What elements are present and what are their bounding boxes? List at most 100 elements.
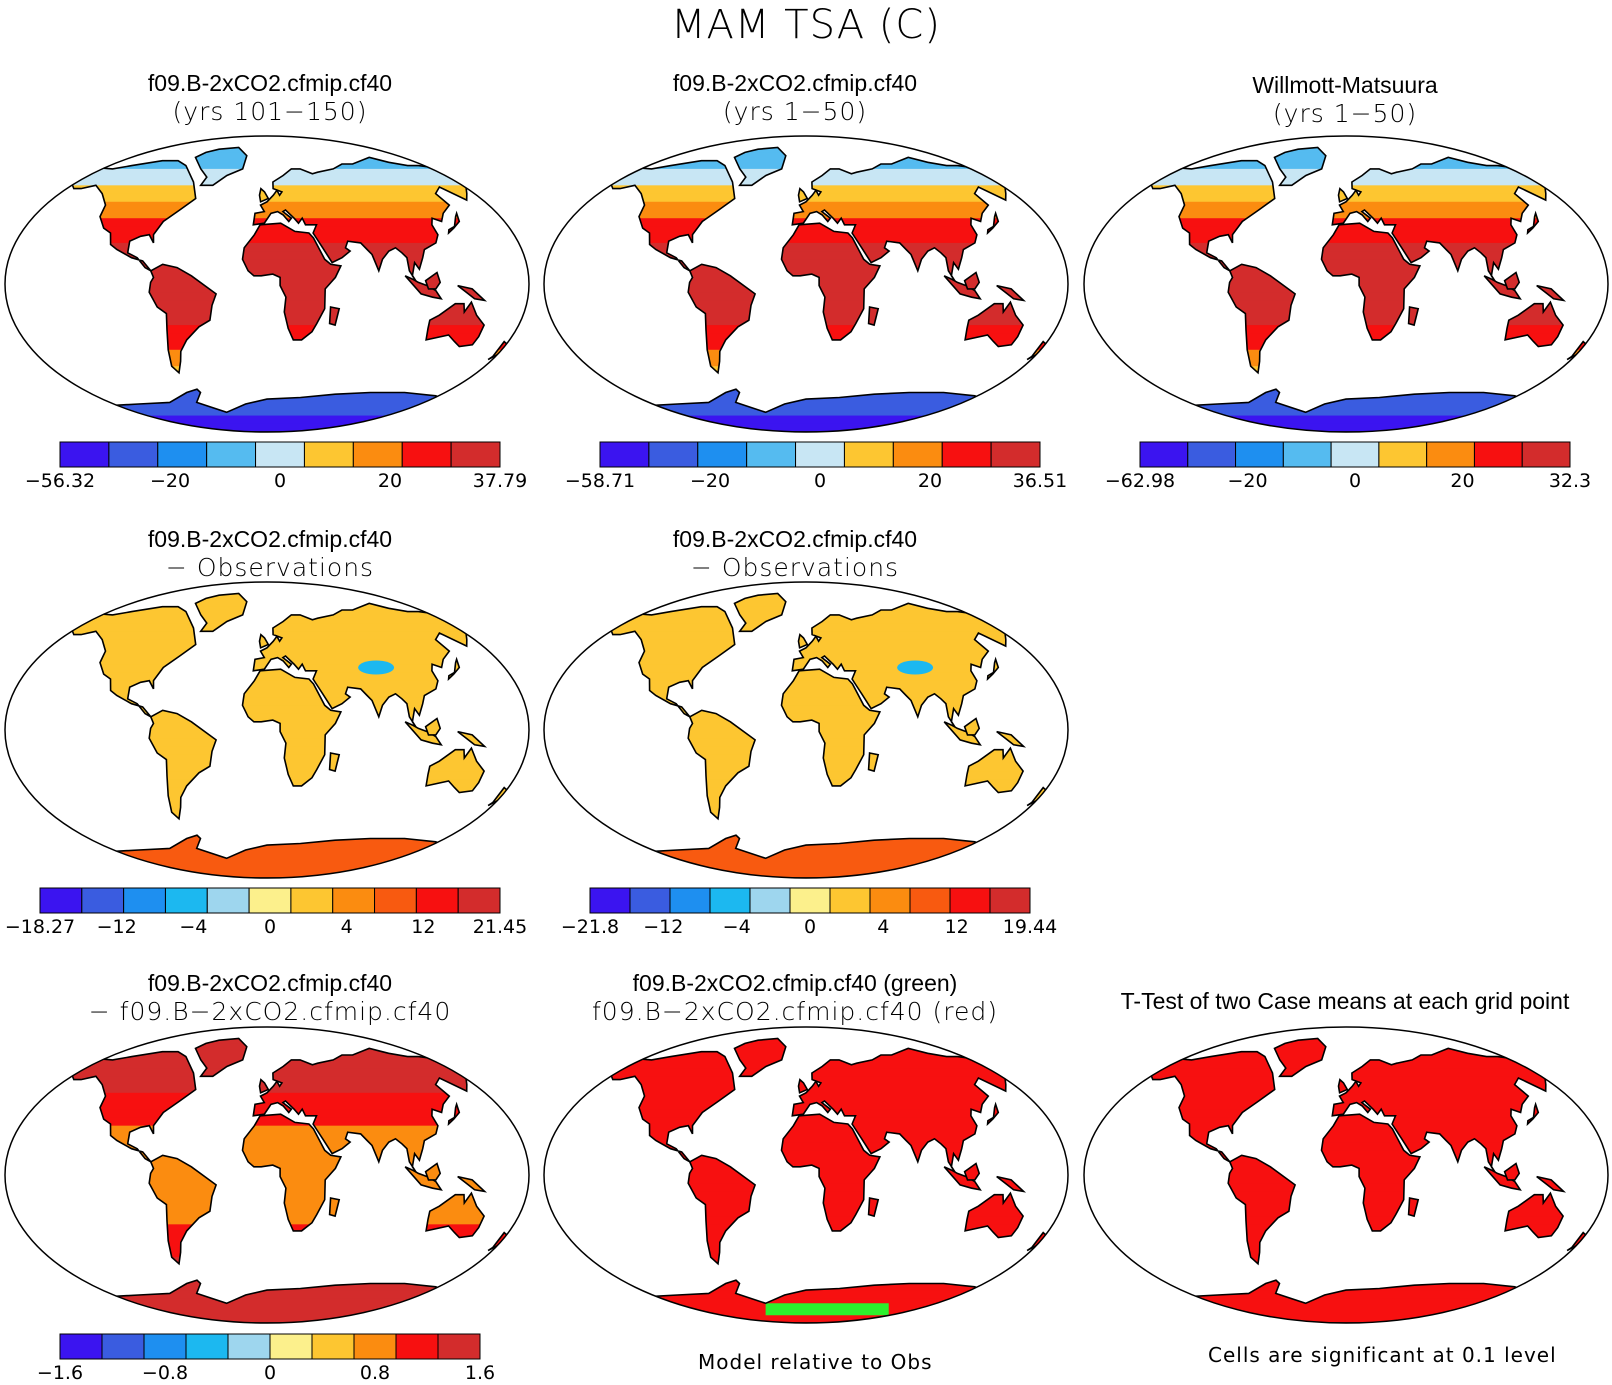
map-panel-5: [543, 581, 1069, 879]
colorbar-swatch: [1235, 441, 1284, 468]
map-panel-7: [543, 1026, 1069, 1324]
colorbar-panel-2: −58.71 −20 0 20 36.51: [565, 441, 1067, 492]
colorbar-swatch: [157, 441, 208, 468]
map-panel-3: [1083, 135, 1609, 433]
colorbar-swatch: [989, 887, 1031, 914]
colorbar-swatch: [395, 1333, 439, 1360]
colorbar-panel-1: −56.32 −20 0 20 37.79: [25, 441, 527, 492]
colorbar-swatch: [437, 1333, 481, 1360]
panel-title-8: T-Test of two Case means at each grid po…: [1078, 990, 1612, 1013]
map-border: [4, 581, 530, 879]
colorbar-swatch: [353, 1333, 397, 1360]
colorbar-swatch: [697, 441, 748, 468]
colorbar-tick-label: 4: [877, 916, 889, 938]
map-panel-2: [543, 135, 1069, 433]
colorbar-swatch: [401, 441, 452, 468]
colorbar-tick-label: 20: [378, 470, 402, 492]
panel-title-6: f09.B-2xCO2.cfmip.cf40 − f09.B−2xCO2.cfm…: [10, 970, 530, 1025]
colorbar-swatch: [227, 1333, 271, 1360]
colorbar-swatch: [1139, 441, 1189, 468]
colorbar-swatch: [39, 887, 83, 914]
colorbar-swatch: [843, 441, 894, 468]
colorbar-tick-label: −4: [179, 916, 207, 938]
colorbar-tick-label: −20: [150, 470, 190, 492]
colorbar-swatch: [990, 441, 1041, 468]
colorbar-swatch: [589, 887, 631, 914]
colorbar-swatch: [869, 887, 911, 914]
panel-title-line1: T-Test of two Case means at each grid po…: [1120, 988, 1570, 1014]
colorbar-tick-label: 0: [804, 916, 816, 938]
map-border: [4, 135, 530, 433]
colorbar-tick-label: 0: [264, 1362, 276, 1384]
colorbar-swatch: [59, 441, 110, 468]
significance-note: Cells are significant at 0.1 level: [1208, 1343, 1557, 1367]
land-africa: [1321, 223, 1420, 340]
colorbar-swatch: [415, 887, 459, 914]
land-africa: [1321, 1114, 1420, 1231]
colorbar-swatch: [795, 441, 845, 468]
colorbar-tick-label: −21.8: [561, 916, 619, 938]
panel-title-4: f09.B-2xCO2.cfmip.cf40 − Observations: [50, 526, 490, 581]
panel-title-line1: f09.B-2xCO2.cfmip.cf40: [672, 70, 918, 96]
panel-title-line1: f09.B-2xCO2.cfmip.cf40: [147, 970, 393, 996]
colorbar-swatch: [101, 1333, 145, 1360]
map-panel-4: [4, 581, 530, 879]
figure-title: MAM TSA (C): [671, 2, 941, 48]
colorbar-swatch: [164, 887, 208, 914]
colorbar-tick-label: −0.8: [142, 1362, 188, 1384]
land-africa: [781, 669, 880, 786]
map-panel-1: [4, 135, 530, 433]
colorbar-swatch: [1473, 441, 1523, 468]
colorbar-tick-label: −18.27: [5, 916, 75, 938]
colorbar-tick-label: −56.32: [25, 470, 95, 492]
colorbar-swatch: [789, 887, 831, 914]
map-border: [543, 135, 1069, 433]
panel-title-line2: (yrs 101−150): [172, 97, 368, 126]
colorbar-swatch: [892, 441, 943, 468]
colorbar-tick-label: 4: [341, 916, 353, 938]
colorbar-swatch: [255, 441, 305, 468]
colorbar-swatch: [352, 441, 403, 468]
colorbar-swatch: [143, 1333, 187, 1360]
colorbar-swatch: [332, 887, 376, 914]
map-border: [543, 1026, 1069, 1324]
colorbar-swatch: [457, 887, 501, 914]
colorbar-tick-label: 0: [274, 470, 286, 492]
colorbar-swatch: [1330, 441, 1380, 468]
colorbar-swatch: [941, 441, 992, 468]
colorbar-swatch: [1521, 441, 1571, 468]
colorbar-swatch: [949, 887, 991, 914]
colorbar-tick-label: 36.51: [1013, 470, 1067, 492]
colorbar-tick-label: 19.44: [1003, 916, 1057, 938]
colorbar-tick-label: −62.98: [1105, 470, 1175, 492]
colorbar-panel-3: −62.98 −20 0 20 32.3: [1105, 441, 1591, 492]
panel-title-line1: Willmott-Matsuura: [1252, 72, 1438, 98]
panel-title-2: f09.B-2xCO2.cfmip.cf40 (yrs 1−50): [575, 70, 1015, 125]
map-border: [1083, 135, 1609, 433]
colorbar-swatch: [185, 1333, 229, 1360]
colorbar-swatch: [709, 887, 751, 914]
colorbar-tick-label: 1.6: [465, 1362, 495, 1384]
map-border: [4, 1026, 530, 1324]
colorbar-tick-label: 0: [814, 470, 826, 492]
colorbar-swatch: [290, 887, 334, 914]
colorbar-swatch: [909, 887, 951, 914]
colorbar-tick-label: 12: [945, 916, 969, 938]
panel-title-line2: f09.B−2xCO2.cfmip.cf40 (red): [591, 997, 998, 1026]
colorbar-swatch: [206, 887, 250, 914]
panel-title-line1: f09.B-2xCO2.cfmip.cf40: [672, 526, 918, 552]
map-panel-6: [4, 1026, 530, 1324]
colorbar-tick-label: −12: [97, 916, 137, 938]
colorbar-swatch: [829, 887, 871, 914]
colorbar-tick-label: 20: [918, 470, 942, 492]
colorbar-swatch: [450, 441, 501, 468]
panel-title-line2: − Observations: [690, 553, 900, 582]
colorbar-tick-label: 20: [1450, 470, 1474, 492]
panel-title-7: f09.B-2xCO2.cfmip.cf40 (green) f09.B−2xC…: [555, 970, 1035, 1026]
panel-title-line1: f09.B-2xCO2.cfmip.cf40 (green): [632, 970, 958, 996]
colorbar-tick-label: 0: [264, 916, 276, 938]
colorbar-tick-label: −12: [643, 916, 683, 938]
colorbar-panel-5: −21.8 −12 −4 0 4 12 19.44: [561, 887, 1057, 938]
colorbar-swatch: [248, 887, 292, 914]
panel-title-line1: f09.B-2xCO2.cfmip.cf40: [147, 526, 393, 552]
